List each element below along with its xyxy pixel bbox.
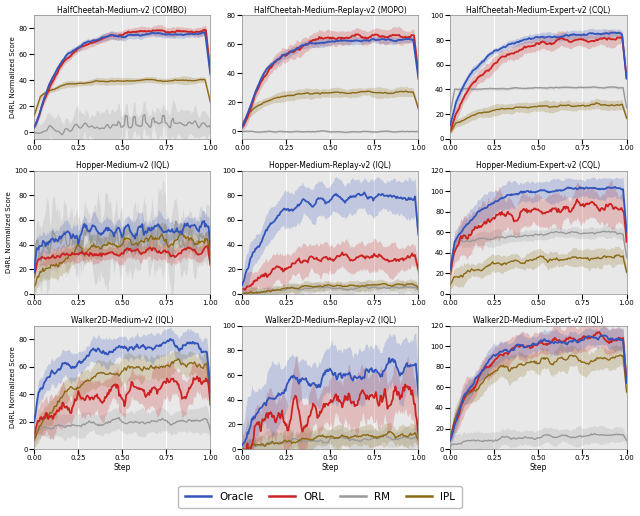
- Title: Walker2D-Medium-v2 (IQL): Walker2D-Medium-v2 (IQL): [71, 316, 173, 325]
- Y-axis label: D4RL Normalized Score: D4RL Normalized Score: [10, 347, 16, 428]
- Title: HalfCheetah-Medium-v2 (COMBO): HalfCheetah-Medium-v2 (COMBO): [58, 6, 187, 14]
- Title: Hopper-Medium-Expert-v2 (CQL): Hopper-Medium-Expert-v2 (CQL): [476, 160, 600, 170]
- Y-axis label: D4RL Normalized Score: D4RL Normalized Score: [10, 36, 16, 118]
- Title: Walker2D-Medium-Expert-v2 (IQL): Walker2D-Medium-Expert-v2 (IQL): [473, 316, 604, 325]
- Title: HalfCheetah-Medium-Expert-v2 (CQL): HalfCheetah-Medium-Expert-v2 (CQL): [466, 6, 611, 14]
- X-axis label: Step: Step: [530, 463, 547, 472]
- X-axis label: Step: Step: [113, 463, 131, 472]
- Title: Hopper-Medium-v2 (IQL): Hopper-Medium-v2 (IQL): [76, 160, 169, 170]
- X-axis label: Step: Step: [322, 463, 339, 472]
- Legend: Oracle, ORL, RM, IPL: Oracle, ORL, RM, IPL: [179, 486, 461, 508]
- Title: Walker2D-Medium-Replay-v2 (IQL): Walker2D-Medium-Replay-v2 (IQL): [265, 316, 396, 325]
- Title: HalfCheetah-Medium-Replay-v2 (MOPO): HalfCheetah-Medium-Replay-v2 (MOPO): [254, 6, 406, 14]
- Title: Hopper-Medium-Replay-v2 (IQL): Hopper-Medium-Replay-v2 (IQL): [269, 160, 391, 170]
- Y-axis label: D4RL Normalized Score: D4RL Normalized Score: [6, 191, 12, 273]
